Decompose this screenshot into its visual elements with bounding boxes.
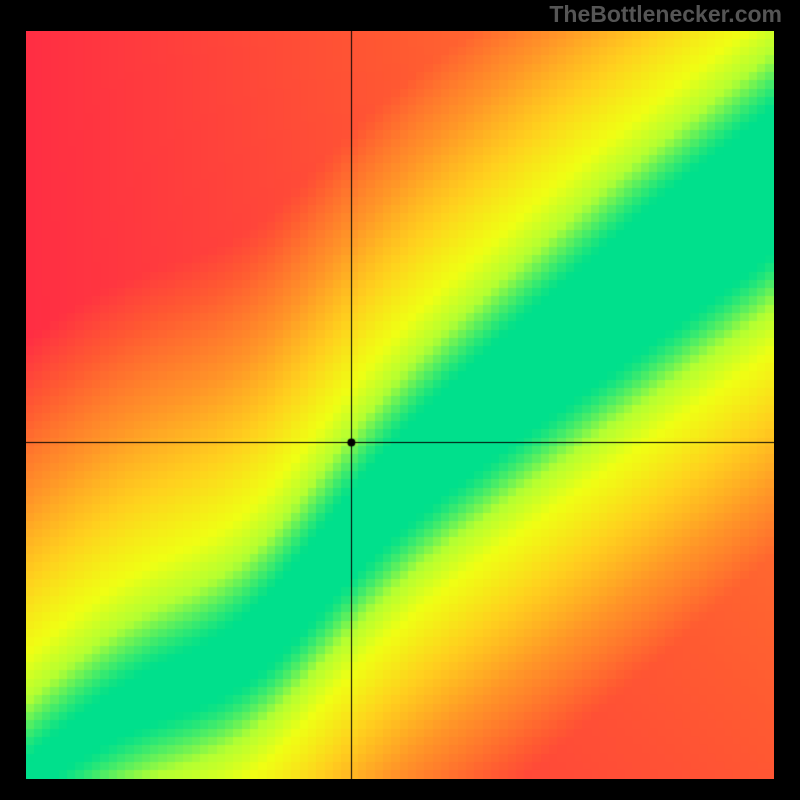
bottleneck-heatmap xyxy=(26,31,774,779)
attribution-text: TheBottlenecker.com xyxy=(549,1,782,28)
